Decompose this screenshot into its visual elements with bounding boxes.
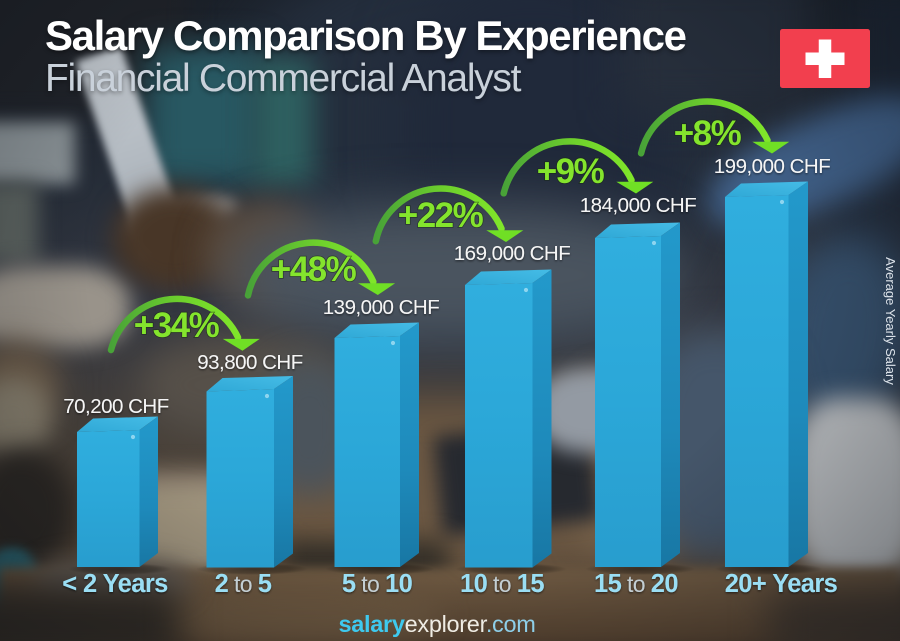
svg-text:199,000 CHF: 199,000 CHF <box>714 155 830 178</box>
svg-text:5 to 10: 5 to 10 <box>342 570 413 598</box>
svg-text:+22%: +22% <box>398 196 484 235</box>
svg-text:2 to 5: 2 to 5 <box>215 570 272 598</box>
svg-text:Average Yearly Salary: Average Yearly Salary <box>883 257 898 385</box>
svg-text:15 to 20: 15 to 20 <box>594 570 678 598</box>
svg-text:10 to 15: 10 to 15 <box>460 570 544 598</box>
svg-text:+48%: +48% <box>271 250 357 289</box>
svg-text:20+ Years: 20+ Years <box>725 570 838 598</box>
svg-text:169,000 CHF: 169,000 CHF <box>454 242 570 265</box>
svg-text:< 2 Years: < 2 Years <box>62 570 168 598</box>
svg-text:70,200 CHF: 70,200 CHF <box>63 395 169 418</box>
svg-text:+8%: +8% <box>674 114 742 153</box>
svg-text:184,000 CHF: 184,000 CHF <box>580 194 696 217</box>
svg-text:+34%: +34% <box>134 306 220 345</box>
svg-text:139,000 CHF: 139,000 CHF <box>323 296 439 319</box>
svg-text:93,800 CHF: 93,800 CHF <box>197 351 303 374</box>
svg-text:+9%: +9% <box>537 152 605 191</box>
